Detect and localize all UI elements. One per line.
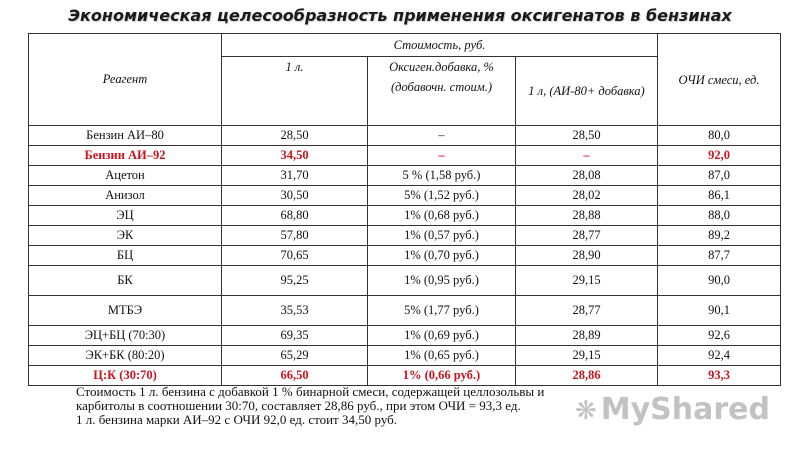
cell-och: 92,6	[657, 325, 782, 346]
cell-reagent: Анизол	[28, 185, 222, 206]
cell-reagent: БЦ	[28, 245, 222, 266]
cell-price: 28,50	[221, 125, 368, 146]
cell-och: 87,0	[657, 165, 782, 186]
cell-price: 68,80	[221, 205, 368, 226]
footnote: Стоимость 1 л. бензина с добавкой 1 % би…	[76, 385, 766, 427]
header-och: ОЧИ смеси, ед.	[657, 33, 782, 126]
cell-additive: 5 % (1,58 руб.)	[367, 165, 516, 186]
cell-reagent: Бензин АИ–92	[28, 145, 222, 166]
cell-reagent: Ацетон	[28, 165, 222, 186]
cell-och: 92,4	[657, 345, 782, 366]
table-row: Ц:К (30:70) 66,50 1% (0,66 руб.) 28,86 93,3	[28, 365, 782, 386]
watermark-logo: ❋ MyShared	[575, 392, 770, 427]
cell-additive: 5% (1,77 руб.)	[367, 295, 516, 326]
cell-mix-price: 28,77	[514, 225, 659, 246]
cell-additive: 1% (0,69 руб.)	[367, 325, 516, 346]
footnote-line: карбитолы в соотношении 30:70, составляе…	[76, 398, 521, 413]
cell-och: 80,0	[657, 125, 782, 146]
table-row: БК 95,25 1% (0,95 руб.) 29,15 90,0	[28, 265, 782, 296]
cell-och: 88,0	[657, 205, 782, 226]
table-row: Ацетон 31,70 5 % (1,58 руб.) 28,08 87,0	[28, 165, 782, 186]
table-row: Анизол 30,50 5% (1,52 руб.) 28,02 86,1	[28, 185, 782, 206]
cell-reagent: ЭЦ	[28, 205, 222, 226]
header-row-1: Реагент Стоимость, руб. ОЧИ смеси, ед.	[28, 33, 782, 126]
cell-mix-price: 29,15	[514, 265, 659, 296]
cell-och: 87,7	[657, 245, 782, 266]
cell-additive: 5% (1,52 руб.)	[367, 185, 516, 206]
header-additive: Оксиген.добавка, % (добавочн. стоим.)	[367, 56, 516, 126]
cell-och: 90,1	[657, 295, 782, 326]
header-cost: Стоимость, руб.	[220, 33, 659, 57]
cell-reagent: МТБЭ	[28, 295, 222, 326]
cell-mix-price: 28,90	[514, 245, 659, 266]
cell-och: 92,0	[657, 145, 782, 166]
table-row: ЭК+БК (80:20) 65,29 1% (0,65 руб.) 29,15 92,…	[28, 345, 782, 366]
cell-reagent: ЭК+БК (80:20)	[28, 345, 222, 366]
table-row: ЭЦ 68,80 1% (0,68 руб.) 28,88 88,0	[28, 205, 782, 226]
cell-additive: 1% (0,65 руб.)	[367, 345, 516, 366]
cell-reagent: Ц:К (30:70)	[28, 365, 222, 386]
cell-additive: 1% (0,66 руб.)	[367, 365, 516, 386]
table-row: Бензин АИ–92 34,50– –92,0	[28, 145, 782, 166]
cell-additive: 1% (0,70 руб.)	[367, 245, 516, 266]
cell-mix-price: 28,89	[514, 325, 659, 346]
cell-mix-price: 29,15	[514, 345, 659, 366]
cell-reagent: ЭК	[28, 225, 222, 246]
cell-mix-price: 28,50	[514, 125, 659, 146]
cell-och: 86,1	[657, 185, 782, 206]
page-title: Экономическая целесообразность применени…	[68, 6, 732, 25]
table-row: ЭК 57,80 1% (0,57 руб.) 28,77 89,2	[28, 225, 782, 246]
cell-mix-price: 28,86	[514, 365, 659, 386]
cell-price: 35,53	[221, 295, 368, 326]
cell-mix-price: 28,88	[514, 205, 659, 226]
cell-price: 70,65	[221, 245, 368, 266]
footnote-line: 1 л. бензина марки АИ–92 с ОЧИ 92,0 ед. …	[76, 412, 398, 427]
cell-och: 89,2	[657, 225, 782, 246]
cell-price: 65,29	[221, 345, 368, 366]
cell-mix-price: 28,08	[514, 165, 659, 186]
cell-price: 57,80	[221, 225, 368, 246]
cell-price: 34,50	[221, 145, 368, 166]
table-row: ЭЦ+БЦ (70:30) 69,35 1% (0,69 руб.) 28,89 92,…	[28, 325, 782, 346]
cell-additive: 1% (0,57 руб.)	[367, 225, 516, 246]
header-1l: 1 л.	[221, 56, 368, 126]
footnote-line: Стоимость 1 л. бензина с добавкой 1 % би…	[76, 384, 545, 399]
cell-och: 93,3	[657, 365, 782, 386]
cell-price: 66,50	[221, 365, 368, 386]
watermark-icon: ❋	[574, 396, 597, 426]
cell-price: 69,35	[221, 325, 368, 346]
watermark-text: MyShared	[600, 392, 770, 427]
table-body: Бензин АИ–80 28,50–28,50 80,0 Бензин АИ–92 3…	[28, 125, 782, 386]
cell-price: 30,50	[221, 185, 368, 206]
cell-reagent: Бензин АИ–80	[28, 125, 222, 146]
header-ai80: 1 л, (АИ-80+ добавка)	[514, 56, 659, 126]
cell-price: 95,25	[221, 265, 368, 296]
header-row-2: 1 л. Оксиген.добавка, % (добавочн. стоим…	[29, 56, 781, 126]
cell-mix-price: 28,77	[514, 295, 659, 326]
cell-reagent: ЭЦ+БЦ (70:30)	[28, 325, 222, 346]
cell-additive: 1% (0,68 руб.)	[367, 205, 516, 226]
cell-additive: –	[367, 125, 516, 146]
table-row: МТБЭ 35,53 5% (1,77 руб.) 28,77 90,1	[28, 295, 782, 326]
table-row: БЦ 70,65 1% (0,70 руб.) 28,90 87,7	[28, 245, 782, 266]
header-reagent: Реагент	[28, 33, 222, 126]
table-row: Бензин АИ–80 28,50–28,50 80,0	[28, 125, 782, 146]
cell-mix-price: 28,02	[514, 185, 659, 206]
cell-reagent: БК	[28, 265, 222, 296]
cell-additive: –	[367, 145, 516, 166]
cell-och: 90,0	[657, 265, 782, 296]
data-table: Реагент Стоимость, руб. ОЧИ смеси, ед. 1…	[28, 33, 782, 386]
cell-price: 31,70	[221, 165, 368, 186]
cell-additive: 1% (0,95 руб.)	[367, 265, 516, 296]
cell-mix-price: –	[514, 145, 659, 166]
